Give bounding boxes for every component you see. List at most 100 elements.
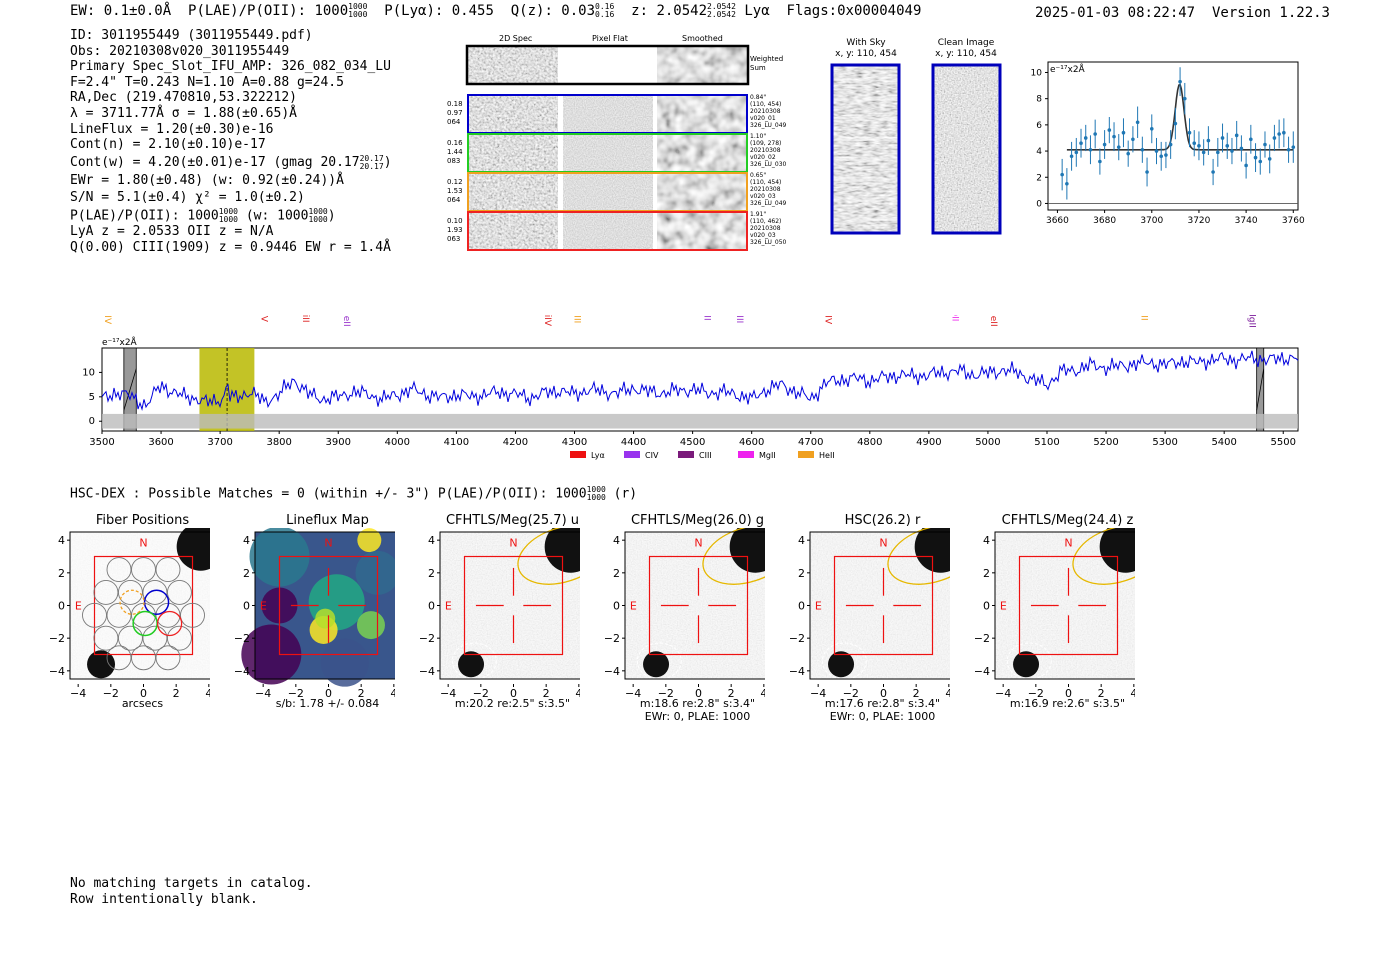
hsc-panel-image-3: N E 4 2 0 −2 −4 <box>420 528 580 680</box>
hsc-ytick-label: −4 <box>50 665 65 678</box>
hsc-xtick-label: −4 <box>255 687 271 700</box>
spec-line-label: SiIV <box>542 315 552 327</box>
spec-line-label-text: NV <box>258 315 268 323</box>
hsc-summary-hi: 1000 <box>586 485 606 494</box>
clean-image-title: Clean Image x, y: 110, 454 <box>930 38 1002 60</box>
hsc-panel-caption-5: m:17.6 re:2.8" s:3.4" <box>824 697 941 710</box>
zoom-data-point <box>1121 130 1126 135</box>
lineflux-patch <box>355 550 395 595</box>
spec-legend-swatch <box>738 451 754 458</box>
with-sky-title: With Sky x, y: 110, 454 <box>830 38 902 60</box>
weighted-smooth <box>657 46 747 84</box>
footer-line-1: No matching targets in catalog. <box>70 876 313 891</box>
zoom-data-point <box>1074 150 1079 155</box>
hsc-ytick-label: −2 <box>975 632 990 645</box>
hsc-north-label: N <box>879 536 887 549</box>
zoom-data-point <box>1079 141 1083 146</box>
hsc-ytick-label: −2 <box>235 632 250 645</box>
hsc-panel-image-1: N E 4 2 0 −2 −4 <box>50 528 210 680</box>
hsc-xtick-label: 0 <box>325 687 332 700</box>
hsc-ytick-label: −4 <box>605 665 620 678</box>
hsc-panel-caption-3: m:20.2 re:2.5" s:3.5" <box>454 697 571 710</box>
hsc-search-box <box>278 555 379 656</box>
zoom-data-point <box>1083 136 1088 140</box>
info-plae-w: (w: 1000 <box>245 208 309 224</box>
header-plya: P(Lyα): 0.455 <box>384 3 494 19</box>
cutout-meta-line: 326_LU_050 <box>750 239 787 246</box>
header-plae-lo: 1000 <box>348 10 368 19</box>
spec-legend-label: CIII <box>699 451 712 460</box>
hsc-xtick-label: −4 <box>995 687 1011 700</box>
hsc-summary: HSC-DEX : Possible Matches = 0 (within +… <box>70 486 637 502</box>
spec-legend-swatch <box>678 451 694 458</box>
spec-legend-label: CIV <box>645 451 659 460</box>
spec-line-label-text: OII <box>949 315 959 321</box>
hsc-xtick-label: −2 <box>1028 687 1044 700</box>
zoom-data-point <box>1168 142 1173 147</box>
zoom-data-point <box>1234 133 1239 138</box>
hsc-xtick-label: 2 <box>728 687 735 700</box>
hsc-panel-caption-4: m:18.6 re:2.8" s:3.4" <box>639 697 756 710</box>
spec-line-label-text: MgII <box>1247 315 1257 328</box>
zoom-data-point <box>1098 159 1102 164</box>
hsc-xtick-label: −4 <box>70 687 86 700</box>
cutout-meta-line: 326_LU_049 <box>750 122 787 129</box>
hsc-summary-end: (r) <box>613 486 638 502</box>
cutout-stat: 064 <box>447 196 461 204</box>
weighted-2d <box>468 46 558 84</box>
spec-legend-label: HeII <box>819 451 835 460</box>
spec-line-label-text: CIV <box>822 315 832 325</box>
spec-line-label: CIV <box>822 315 832 325</box>
hsc-aperture-ellipse <box>517 528 580 585</box>
hsc-xtick-label: 4 <box>390 687 395 700</box>
hsc-xtick-label: −2 <box>843 687 859 700</box>
spec-xtick-label: 5300 <box>1152 437 1177 448</box>
spec-masked-hatch <box>123 368 137 411</box>
zoom-data-point <box>1126 151 1130 156</box>
spec-xtick-label: 5000 <box>975 437 1000 448</box>
cutout-stat: 0.97 <box>447 109 463 117</box>
hsc-east-label: E <box>815 600 822 613</box>
spec-line-label: CIII <box>734 315 744 323</box>
spec-line-label-text: SiII <box>300 315 310 323</box>
zoom-data-point <box>1230 149 1234 153</box>
hsc-xtick-label: 4 <box>945 687 950 700</box>
fiber-position <box>142 625 168 651</box>
fiber-position <box>142 579 168 605</box>
line-fit-chart: e⁻¹⁷x2Å 0 2 4 6 8 10 3660 3680 3700 3720 3740 3760 <box>1031 61 1305 226</box>
spec-line-label-text: CIII <box>571 315 581 323</box>
spec-line-label: MgII <box>1247 315 1257 328</box>
fiber-position <box>131 645 156 671</box>
cutout-meta-line: 20210308 <box>750 225 781 232</box>
zoom-data-point <box>1178 79 1182 84</box>
header-timestamp: 2025-01-03 08:22:47 Version 1.22.3 <box>1035 5 1330 21</box>
zoom-data-point <box>1173 121 1178 126</box>
lineflux-patch <box>356 611 385 640</box>
cutout-meta-line: (109, 278) <box>750 140 782 147</box>
header-plae-hi: 1000 <box>348 2 368 11</box>
zoom-data-point <box>1197 144 1201 148</box>
hsc-panel-xaxis-5: −4 −2 0 2 4 <box>810 684 950 700</box>
spec-xtick-label: 3700 <box>207 437 232 448</box>
spec-xtick-label: 4700 <box>798 437 823 448</box>
cutout-row-2-meta: 1.10" (109, 278) 20210308 v020_02 326_LU_030 <box>750 133 786 168</box>
fiber-highlight-orange <box>119 589 145 615</box>
hsc-panel-caption-1: arcsecs <box>121 697 164 710</box>
hsc-xtick-label: 0 <box>510 687 517 700</box>
zoom-data-point <box>1249 137 1253 142</box>
hsc-panel-caption-6: m:16.9 re:2.6" s:3.5" <box>1009 697 1126 710</box>
zoom-data-point <box>1065 182 1069 186</box>
zoom-data-point <box>1291 145 1296 149</box>
spec-xtick-label: 3600 <box>148 437 173 448</box>
zoom-data-point <box>1149 126 1154 131</box>
zoom-data-point <box>1267 157 1272 161</box>
cutout-smoothed-2 <box>657 134 747 172</box>
hsc-ytick-label: 2 <box>983 567 990 580</box>
hsc-xtick-label: 2 <box>1098 687 1105 700</box>
cutout-meta-line: v020_03 <box>750 232 776 239</box>
info-lya: LyA z = 2.0533 OII z = N/A <box>70 224 274 240</box>
cutout-row-1-meta: 0.84" (110, 454) 20210308 v020_01 326_LU_049 <box>750 94 786 129</box>
hsc-ytick-label: 2 <box>428 567 435 580</box>
spec-xtick-label: 5100 <box>1034 437 1059 448</box>
cutout-stat: 1.93 <box>447 226 463 234</box>
